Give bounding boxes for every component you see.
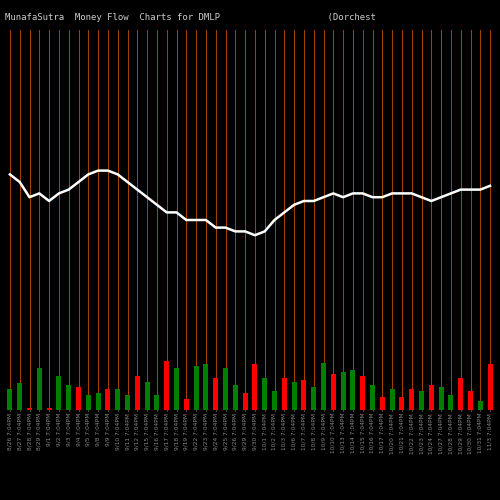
Bar xyxy=(429,386,434,410)
Bar xyxy=(135,376,140,410)
Bar xyxy=(27,408,32,410)
Bar xyxy=(233,386,238,410)
Bar xyxy=(184,398,189,410)
Bar xyxy=(488,364,492,410)
Text: MunafaSutra  Money Flow  Charts for DMLP                    (Dorchest           : MunafaSutra Money Flow Charts for DMLP (… xyxy=(5,12,500,22)
Bar xyxy=(46,408,52,410)
Bar xyxy=(194,366,198,410)
Bar xyxy=(66,386,71,410)
Bar xyxy=(154,395,160,410)
Bar xyxy=(302,380,306,410)
Bar xyxy=(174,368,179,410)
Bar xyxy=(311,387,316,410)
Bar xyxy=(419,391,424,410)
Bar xyxy=(292,382,296,410)
Bar xyxy=(282,378,287,410)
Bar xyxy=(321,362,326,410)
Bar xyxy=(8,389,12,410)
Bar xyxy=(390,389,394,410)
Bar xyxy=(144,382,150,410)
Bar xyxy=(272,391,277,410)
Bar xyxy=(360,376,365,410)
Bar xyxy=(478,400,483,410)
Bar xyxy=(340,372,345,410)
Bar xyxy=(223,368,228,410)
Bar xyxy=(252,364,258,410)
Bar xyxy=(106,389,110,410)
Bar xyxy=(458,378,463,410)
Bar xyxy=(380,396,385,410)
Bar xyxy=(204,364,208,410)
Bar xyxy=(37,368,42,410)
Bar xyxy=(409,389,414,410)
Bar xyxy=(164,360,169,410)
Bar xyxy=(331,374,336,410)
Bar xyxy=(448,395,454,410)
Bar xyxy=(125,395,130,410)
Bar xyxy=(56,376,62,410)
Bar xyxy=(262,378,267,410)
Bar xyxy=(96,393,100,410)
Bar xyxy=(242,393,248,410)
Bar xyxy=(400,396,404,410)
Bar xyxy=(370,386,375,410)
Bar xyxy=(17,384,22,410)
Bar xyxy=(86,395,91,410)
Bar xyxy=(115,389,120,410)
Bar xyxy=(468,391,473,410)
Bar xyxy=(438,387,444,410)
Bar xyxy=(213,378,218,410)
Bar xyxy=(350,370,356,410)
Bar xyxy=(76,387,81,410)
